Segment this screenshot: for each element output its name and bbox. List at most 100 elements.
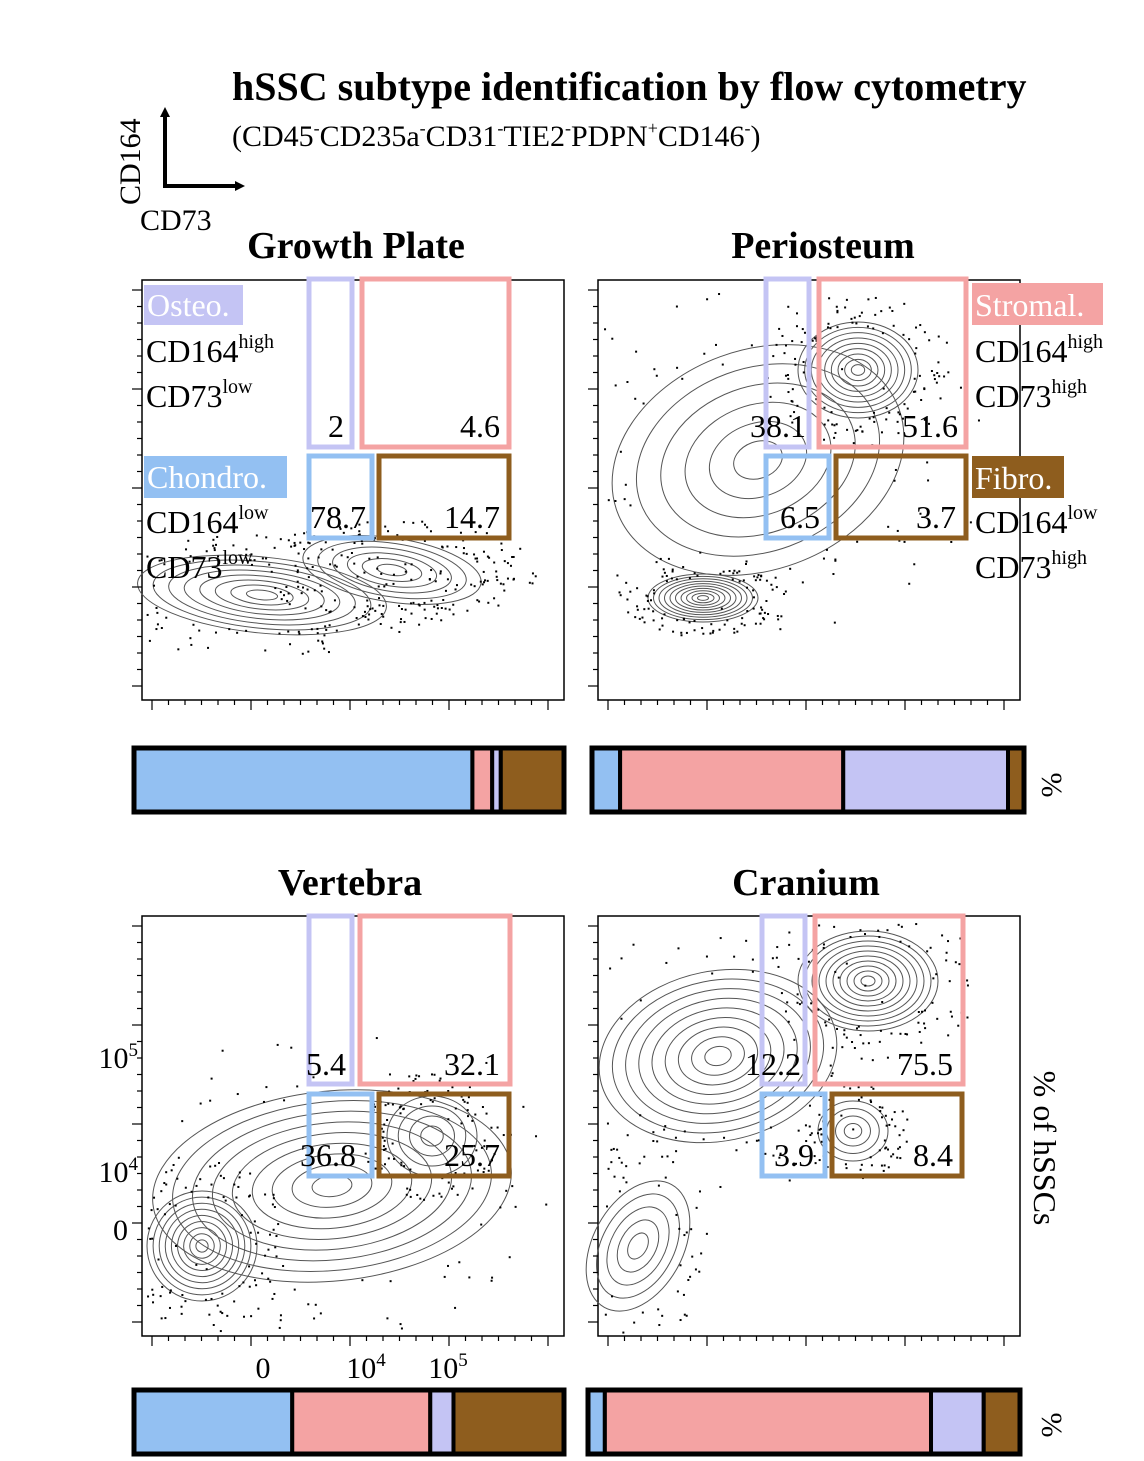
event-dot-growth-plate — [274, 587, 277, 590]
contour-line-vertebra-0-6 — [164, 1208, 240, 1284]
event-dot-growth-plate — [146, 555, 149, 558]
event-dot-periosteum — [803, 331, 806, 334]
event-dot-cranium — [885, 1124, 888, 1127]
contour-line-vertebra-1-2 — [291, 1164, 373, 1208]
event-dot-vertebra — [319, 1312, 322, 1315]
event-dot-periosteum — [688, 621, 691, 624]
event-dot-periosteum — [754, 579, 757, 582]
event-dot-periosteum — [836, 326, 839, 329]
gate-value-growth-plate-osteo: 2 — [328, 408, 344, 444]
event-dot-cranium — [620, 1017, 623, 1020]
event-dot-cranium — [867, 1042, 870, 1045]
event-dot-periosteum — [897, 432, 900, 435]
event-dot-vertebra — [261, 1272, 264, 1275]
event-dot-vertebra — [450, 1187, 453, 1190]
event-dot-growth-plate — [320, 548, 323, 551]
event-dot-growth-plate — [353, 562, 356, 565]
event-dot-cranium — [966, 984, 969, 987]
axis-key-y-label: CD164 — [114, 118, 147, 205]
event-dot-growth-plate — [473, 585, 476, 588]
event-dot-periosteum — [888, 411, 891, 414]
event-dot-vertebra — [273, 1206, 276, 1209]
event-dot-cranium — [788, 1179, 791, 1182]
event-dot-vertebra — [414, 1077, 417, 1080]
event-dot-periosteum — [919, 324, 922, 327]
event-dot-cranium — [664, 1125, 667, 1128]
event-dot-growth-plate — [485, 532, 488, 535]
event-dot-vertebra — [271, 1203, 274, 1206]
event-dot-cranium — [905, 1140, 908, 1143]
event-dot-periosteum — [888, 306, 891, 309]
event-dot-periosteum — [655, 374, 658, 377]
event-dot-vertebra — [476, 1169, 479, 1172]
event-dot-cranium — [801, 1001, 804, 1004]
event-dot-cranium — [831, 1072, 834, 1075]
event-dot-growth-plate — [417, 603, 420, 606]
tick-group-vertebra — [132, 925, 549, 1346]
legend-chondro-marker2: CD73low — [146, 547, 253, 585]
legend-stromal-name: Stromal. — [975, 287, 1084, 323]
event-dot-growth-plate — [307, 576, 310, 579]
y-tick-label-1e5: 105 — [99, 1040, 139, 1075]
event-dot-growth-plate — [424, 523, 427, 526]
event-dot-cranium — [610, 1161, 613, 1164]
event-dot-cranium — [840, 1114, 843, 1117]
event-dot-vertebra — [387, 1102, 390, 1105]
event-dot-cranium — [845, 962, 848, 965]
event-dot-growth-plate — [435, 612, 438, 615]
event-dot-cranium — [656, 1140, 659, 1143]
event-dot-vertebra — [380, 1127, 383, 1130]
event-dot-cranium — [810, 1002, 813, 1005]
event-dot-growth-plate — [436, 607, 439, 610]
event-dot-vertebra — [483, 1145, 486, 1148]
event-dot-cranium — [787, 1020, 790, 1023]
event-dot-periosteum — [652, 619, 655, 622]
event-dot-vertebra — [149, 1237, 152, 1240]
event-dot-periosteum — [711, 631, 714, 634]
event-dot-vertebra — [438, 1192, 441, 1195]
event-dot-growth-plate — [476, 599, 479, 602]
event-dot-growth-plate — [335, 565, 338, 568]
event-dot-cranium — [888, 1123, 891, 1126]
event-dot-growth-plate — [502, 583, 505, 586]
event-dot-cranium — [921, 1010, 924, 1013]
event-dot-cranium — [639, 1114, 642, 1117]
event-dot-growth-plate — [297, 552, 300, 555]
event-dot-cranium — [878, 935, 881, 938]
event-dot-growth-plate — [364, 615, 367, 618]
event-dot-growth-plate — [298, 632, 301, 635]
event-dot-cranium — [705, 1232, 708, 1235]
event-dot-periosteum — [823, 406, 826, 409]
event-dot-cranium — [870, 1164, 873, 1167]
event-dot-periosteum — [614, 384, 617, 387]
event-dot-periosteum — [626, 598, 629, 601]
event-dot-growth-plate — [301, 652, 304, 655]
event-dot-vertebra — [398, 1106, 401, 1109]
event-dot-vertebra — [471, 1187, 474, 1190]
event-dot-periosteum — [891, 309, 894, 312]
contour-line-cranium-0-3 — [846, 965, 890, 997]
event-dot-periosteum — [706, 298, 709, 301]
contour-line-periosteum-2-2 — [708, 421, 808, 499]
event-dot-vertebra — [399, 1323, 402, 1326]
contour-line-periosteum-1-3 — [686, 590, 720, 606]
event-dot-cranium — [817, 1132, 820, 1135]
event-dot-cranium — [643, 1155, 646, 1158]
event-dot-cranium — [813, 1155, 816, 1158]
event-dot-cranium — [881, 1001, 884, 1004]
event-dot-periosteum — [830, 411, 833, 414]
event-dot-growth-plate — [487, 601, 490, 604]
event-dot-growth-plate — [470, 583, 473, 586]
event-dot-vertebra — [485, 1112, 488, 1115]
event-dot-vertebra — [440, 1195, 443, 1198]
event-dot-growth-plate — [268, 563, 271, 566]
event-dot-cranium — [915, 923, 918, 926]
event-dot-vertebra — [172, 1163, 175, 1166]
y-tick-label-0: 0 — [113, 1214, 128, 1247]
event-dot-cranium — [864, 933, 867, 936]
event-dot-cranium — [958, 963, 961, 966]
event-dot-growth-plate — [245, 548, 248, 551]
event-dot-vertebra — [402, 1108, 405, 1111]
event-dot-cranium — [948, 980, 951, 983]
